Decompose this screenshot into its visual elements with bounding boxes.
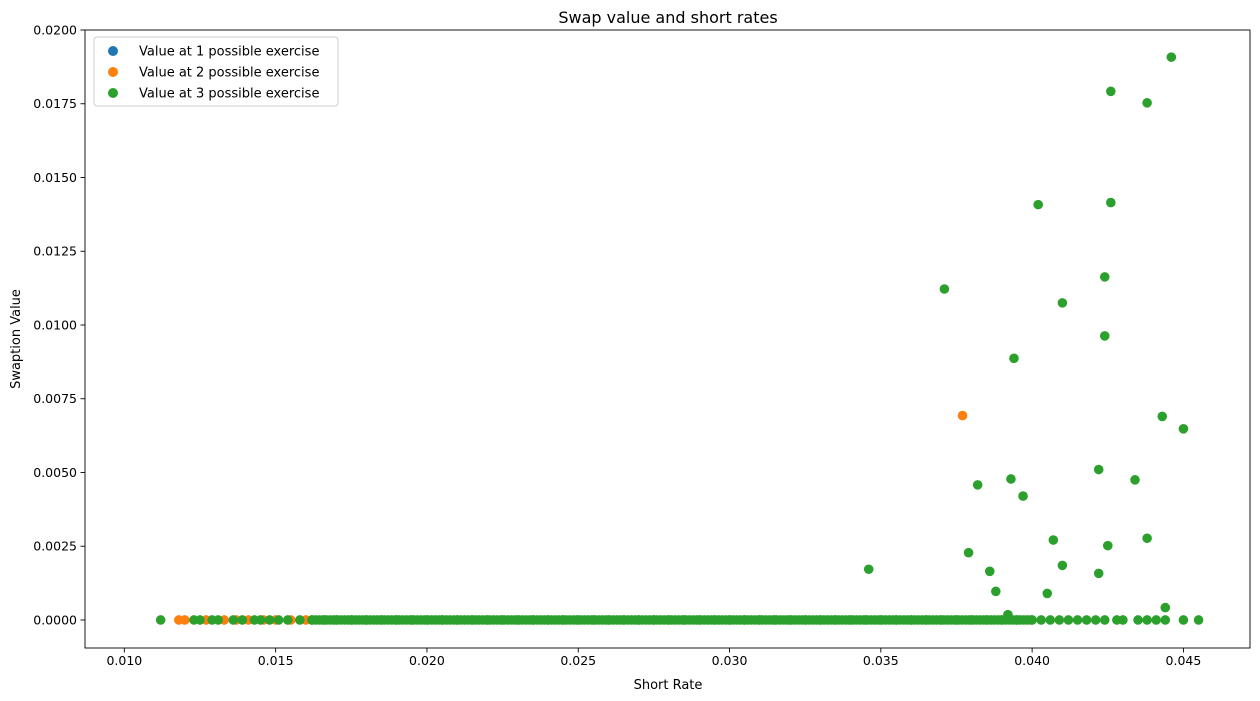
data-point	[972, 480, 983, 490]
series-2-points	[174, 410, 968, 625]
data-point	[963, 547, 974, 558]
data-point	[1072, 615, 1083, 625]
data-point	[1118, 615, 1128, 625]
plot-frame	[84, 29, 1251, 649]
data-point	[1142, 533, 1152, 544]
y-tick-label: 0.0075	[33, 391, 77, 406]
data-point	[1036, 615, 1047, 625]
data-point	[984, 566, 995, 577]
data-point	[1142, 98, 1152, 108]
data-point	[228, 615, 239, 625]
data-point	[273, 615, 284, 625]
y-tick-label: 0.0000	[33, 612, 77, 627]
data-point	[1106, 86, 1116, 97]
x-tick-label: 0.020	[409, 653, 445, 668]
data-point	[1081, 615, 1092, 625]
data-point	[264, 615, 275, 625]
data-point	[1093, 568, 1104, 579]
data-point	[1090, 615, 1101, 625]
data-point	[957, 410, 968, 421]
data-point	[1048, 535, 1059, 545]
x-tick-label: 0.010	[106, 653, 142, 668]
data-point	[1045, 615, 1056, 625]
y-tick-label: 0.0050	[33, 465, 77, 480]
data-point	[1033, 199, 1043, 210]
x-tick-label: 0.035	[863, 653, 899, 668]
data-point	[1054, 615, 1065, 625]
series-3-points	[155, 52, 1204, 625]
chart-title: Swap value and short rates	[558, 8, 777, 27]
y-tick-label: 0.0175	[33, 96, 77, 111]
data-point	[1026, 615, 1036, 625]
data-point	[939, 284, 950, 294]
x-tick-label: 0.015	[258, 653, 294, 668]
legend-label: Value at 1 possible exercise	[139, 45, 319, 60]
plot-marks	[155, 52, 1204, 625]
data-point	[1093, 464, 1104, 475]
x-tick-label: 0.040	[1014, 653, 1050, 668]
data-point	[1151, 615, 1161, 625]
data-point	[1018, 491, 1028, 501]
data-point	[1042, 588, 1053, 599]
data-point	[1099, 615, 1110, 625]
data-point	[1178, 424, 1189, 434]
data-point	[863, 564, 874, 575]
data-point	[180, 615, 190, 625]
series-3-dense-band	[307, 615, 1036, 625]
legend-box	[93, 36, 339, 107]
data-point	[1063, 615, 1074, 625]
y-tick-label: 0.0025	[33, 539, 77, 554]
data-point	[1102, 540, 1113, 551]
x-axis-ticks: 0.010 0.015 0.020 0.025 0.030 0.035 0.040 0.045	[106, 648, 1201, 668]
data-point	[1157, 411, 1168, 422]
y-tick-label: 0.0100	[33, 317, 77, 332]
data-point	[155, 615, 166, 625]
x-tick-label: 0.030	[712, 653, 748, 668]
data-point	[1057, 560, 1068, 571]
data-point	[1099, 331, 1110, 341]
y-axis-label: Swaption Value	[9, 289, 24, 389]
legend-marker	[108, 88, 118, 98]
data-point	[1142, 615, 1152, 625]
data-point	[282, 615, 293, 625]
y-tick-label: 0.0150	[33, 170, 77, 185]
y-tick-label: 0.0200	[33, 23, 77, 38]
legend-label: Value at 3 possible exercise	[139, 87, 319, 102]
data-point	[1178, 615, 1189, 625]
x-tick-label: 0.045	[1166, 653, 1202, 668]
y-tick-label: 0.0125	[33, 244, 77, 259]
data-point	[1106, 197, 1116, 208]
data-point	[1160, 602, 1171, 613]
legend: Value at 1 possible exercise Value at 2 p…	[93, 36, 339, 107]
data-point	[991, 586, 1001, 597]
x-tick-label: 0.025	[560, 653, 596, 668]
data-point	[1099, 272, 1110, 282]
data-point	[1006, 474, 1016, 484]
legend-marker	[108, 46, 118, 56]
data-point	[213, 615, 223, 625]
legend-label: Value at 2 possible exercise	[139, 66, 319, 81]
data-point	[237, 615, 248, 625]
data-point	[1166, 52, 1177, 62]
x-axis-label: Short Rate	[634, 678, 703, 693]
data-point	[1133, 615, 1143, 625]
data-point	[295, 615, 305, 625]
data-point	[1057, 298, 1068, 308]
data-point	[195, 615, 205, 625]
data-point	[255, 615, 266, 625]
data-point	[1009, 353, 1019, 364]
legend-marker	[108, 67, 118, 77]
y-axis-ticks: 0.0000 0.0025 0.0050 0.0075 0.0100 0.0125 0.01…	[33, 23, 85, 627]
data-point	[1130, 475, 1140, 485]
data-point	[1193, 615, 1204, 625]
data-point	[1160, 615, 1171, 625]
